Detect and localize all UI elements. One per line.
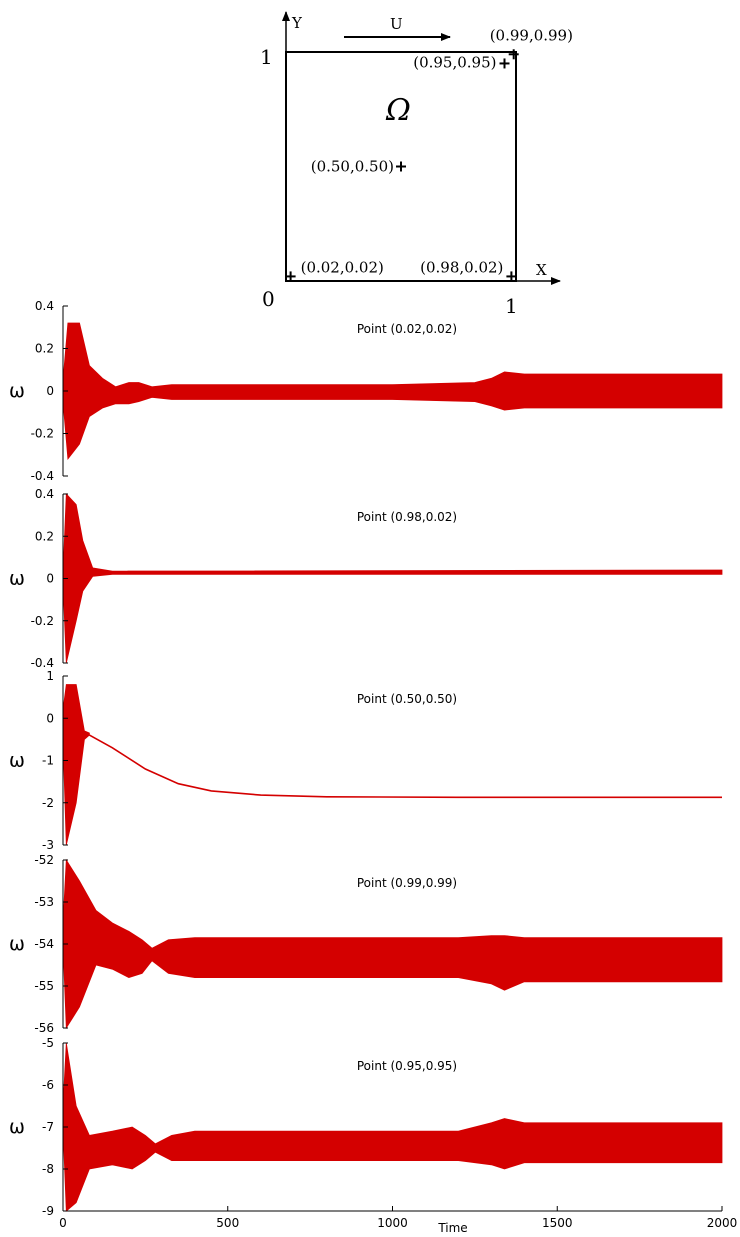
lid-velocity-label: U bbox=[390, 15, 403, 33]
monitor-point-label: (0.50,0.50) bbox=[311, 158, 394, 176]
panel-point-2: 0.4 0.2 0 -0.2 -0.4 ω Point (0.98,0.02) bbox=[9, 487, 723, 670]
y-axis-label: ω bbox=[9, 1116, 25, 1138]
x-tick-label: 500 bbox=[216, 1216, 239, 1230]
y-tick-label: -5 bbox=[42, 1036, 54, 1050]
y-tick-label: -9 bbox=[42, 1204, 54, 1218]
domain-label: Ω bbox=[385, 93, 411, 128]
x-tick-label: 1000 bbox=[377, 1216, 408, 1230]
y-tick-label: -7 bbox=[42, 1120, 54, 1134]
y-tick-label: -55 bbox=[34, 979, 54, 993]
y-tick-label: -2 bbox=[42, 796, 54, 810]
y-tick-label: 0 bbox=[46, 384, 54, 398]
axis-x-label: X bbox=[536, 261, 547, 279]
y-tick-label: -6 bbox=[42, 1078, 54, 1092]
monitor-points: (0.99,0.99) (0.95,0.95) (0.50,0.50) (0.02,0… bbox=[285, 26, 573, 282]
y-one-label: 1 bbox=[260, 45, 273, 69]
panel-point-5: -5 -6 -7 -8 -9 0 500 1000 1500 2000 ω Point (0.95,0… bbox=[9, 1036, 737, 1235]
y-tick-label: -56 bbox=[34, 1021, 54, 1035]
panel-point-3: 1 0 -1 -2 -3 ω Point (0.50,0.50) bbox=[9, 669, 722, 852]
omega-oscillation-band bbox=[62, 493, 723, 664]
y-tick-label: -0.2 bbox=[31, 427, 54, 441]
monitor-point: (0.95,0.95) bbox=[413, 53, 510, 71]
x-tick-label: 0 bbox=[59, 1216, 67, 1230]
panel-title: Point (0.95,0.95) bbox=[357, 1059, 457, 1073]
axis-y-label: Y bbox=[291, 14, 303, 32]
domain-diagram: Y X U Ω 0 1 1 (0.99,0.99) (0.95,0.95) (0.5… bbox=[260, 11, 573, 318]
x-one-label: 1 bbox=[505, 294, 518, 318]
y-axis-label: ω bbox=[9, 380, 25, 402]
y-tick-label: -52 bbox=[34, 853, 54, 867]
y-tick-label: -0.4 bbox=[31, 656, 54, 670]
monitor-point-label: (0.99,0.99) bbox=[490, 26, 573, 44]
y-tick-label: 0 bbox=[46, 572, 54, 586]
y-tick-label: -0.4 bbox=[31, 469, 54, 483]
y-tick-label: -0.2 bbox=[31, 614, 54, 628]
y-tick-label: 0.4 bbox=[35, 299, 54, 313]
panel-point-4: -52 -53 -54 -55 -56 ω Point (0.99,0.99) bbox=[9, 853, 723, 1035]
monitor-point: (0.02,0.02) bbox=[285, 258, 384, 282]
y-tick-label: 0.2 bbox=[35, 342, 54, 356]
y-tick-label: 0.2 bbox=[35, 529, 54, 543]
monitor-point: (0.98,0.02) bbox=[420, 258, 517, 282]
y-tick-label: -54 bbox=[34, 937, 54, 951]
monitor-point-label: (0.95,0.95) bbox=[413, 53, 496, 71]
y-tick-label: -3 bbox=[42, 838, 54, 852]
x-tick-label: 2000 bbox=[707, 1216, 738, 1230]
y-tick-label: -53 bbox=[34, 895, 54, 909]
omega-oscillation-band bbox=[62, 1042, 723, 1212]
omega-oscillation-band bbox=[62, 684, 90, 846]
panel-title: Point (0.98,0.02) bbox=[357, 510, 457, 524]
y-tick-label: 0 bbox=[46, 711, 54, 725]
y-tick-label: 1 bbox=[46, 669, 54, 683]
omega-trace bbox=[89, 734, 722, 799]
y-axis-label: ω bbox=[9, 750, 25, 772]
y-axis-label: ω bbox=[9, 933, 25, 955]
panel-title: Point (0.02,0.02) bbox=[357, 322, 457, 336]
omega-oscillation-band bbox=[62, 858, 723, 1030]
monitor-point: (0.50,0.50) bbox=[311, 158, 406, 176]
monitor-point-label: (0.02,0.02) bbox=[301, 258, 384, 276]
x-tick-label: 1500 bbox=[542, 1216, 573, 1230]
y-tick-label: -1 bbox=[42, 754, 54, 768]
y-tick-label: -8 bbox=[42, 1162, 54, 1176]
panel-title: Point (0.50,0.50) bbox=[357, 692, 457, 706]
monitor-point-label: (0.98,0.02) bbox=[420, 258, 503, 276]
panel-title: Point (0.99,0.99) bbox=[357, 876, 457, 890]
y-tick-label: 0.4 bbox=[35, 487, 54, 501]
origin-label: 0 bbox=[262, 287, 275, 311]
y-axis-label: ω bbox=[9, 568, 25, 590]
monitor-point: (0.99,0.99) bbox=[490, 26, 573, 60]
omega-oscillation-band bbox=[62, 322, 723, 461]
x-axis-label: Time bbox=[437, 1221, 467, 1235]
panel-point-1: 0.4 0.2 0 -0.2 -0.4 ω Point (0.02,0.02) bbox=[9, 299, 723, 483]
